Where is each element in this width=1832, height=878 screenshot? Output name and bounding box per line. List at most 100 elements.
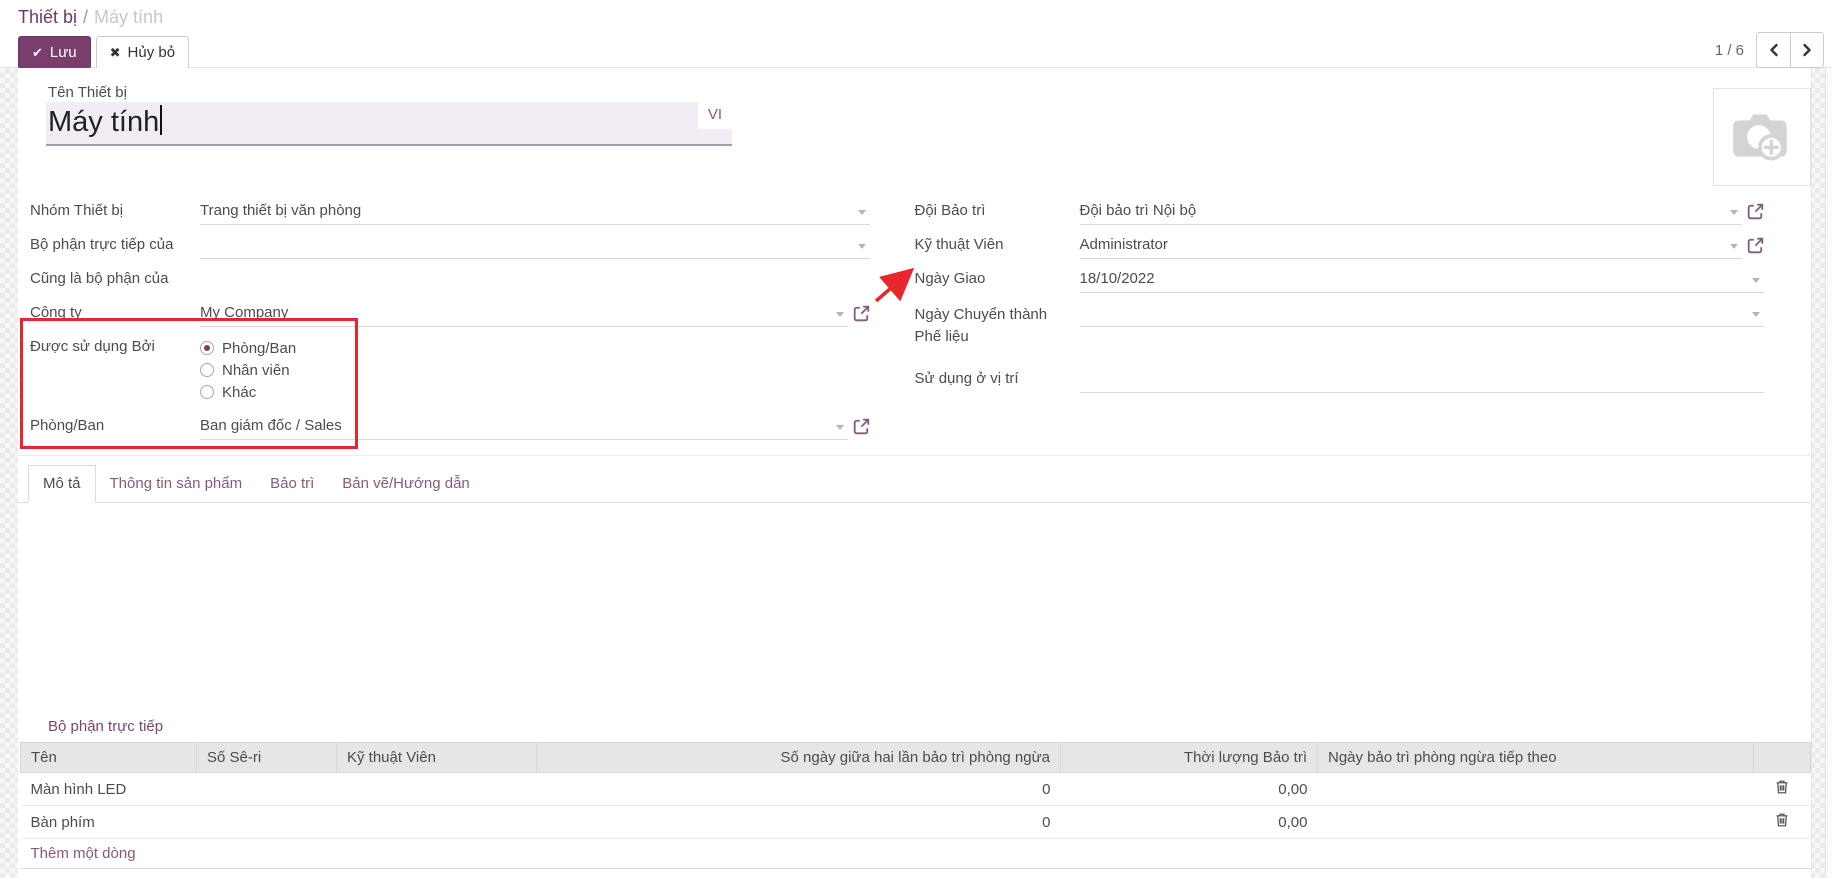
- dropdown-caret-icon[interactable]: [1752, 278, 1760, 283]
- cell-serial[interactable]: [196, 805, 337, 839]
- vertical-scrollbar[interactable]: [1825, 68, 1832, 878]
- cell-name[interactable]: Bàn phím: [20, 805, 197, 839]
- radio-option-other[interactable]: Khác: [200, 381, 296, 403]
- cell-technician[interactable]: [336, 772, 537, 806]
- trash-icon: [1776, 813, 1788, 827]
- field-row-used-by: Được sử dụng Bởi Phòng/Ban Nhân viên: [30, 330, 870, 403]
- cell-next-date[interactable]: [1317, 805, 1754, 839]
- field-label: Được sử dụng Bởi: [30, 338, 155, 355]
- column-header-actions: [1753, 742, 1811, 773]
- field-value: Ban giám đốc / Sales: [200, 417, 342, 434]
- dropdown-caret-icon[interactable]: [835, 312, 844, 317]
- discard-button[interactable]: ✖ Hủy bỏ: [95, 36, 190, 69]
- column-header-name[interactable]: Tên: [20, 742, 197, 773]
- dropdown-caret-icon[interactable]: [857, 210, 866, 215]
- tab-product-information[interactable]: Thông tin sản phẩm: [109, 475, 243, 492]
- field-row-equipment-category: Nhóm Thiết bị Trang thiết bị văn phòng: [30, 194, 870, 228]
- control-panel: Thiết bị / Máy tính ✔ Lưu ✖ Hủy bỏ 1 / 6: [0, 0, 1832, 69]
- dropdown-caret-icon[interactable]: [1730, 244, 1738, 249]
- field-label: Sử dụng ở vị trí: [914, 370, 1019, 387]
- cell-name[interactable]: Màn hình LED: [20, 772, 197, 806]
- radio-unselected-icon[interactable]: [200, 385, 214, 399]
- cell-days-between[interactable]: 0: [536, 805, 1061, 839]
- pager-next-button[interactable]: [1790, 33, 1823, 67]
- scrap-date-field[interactable]: [1079, 301, 1764, 327]
- equipment-category-field[interactable]: Trang thiết bị văn phòng: [200, 199, 870, 225]
- equipment-photo-upload[interactable]: [1713, 88, 1811, 186]
- column-header-technician[interactable]: Kỹ thuật Viên: [336, 742, 537, 773]
- chevron-right-icon: [1803, 43, 1811, 57]
- discard-button-label: Hủy bỏ: [127, 44, 176, 61]
- field-label: Phòng/Ban: [30, 417, 105, 434]
- field-value: My Company: [200, 304, 289, 321]
- form-view: Tên Thiết bị Máy tính VI Nhóm Thiết bị T…: [0, 68, 1832, 878]
- field-label: Đội Bảo trì: [914, 202, 986, 219]
- pager-previous-button[interactable]: [1757, 33, 1790, 67]
- breadcrumb-parent-link[interactable]: Thiết bị: [18, 7, 78, 27]
- save-button[interactable]: ✔ Lưu: [18, 36, 91, 69]
- table-row: Màn hình LED 0 0,00: [20, 772, 1811, 806]
- radio-option-label: Khác: [222, 383, 257, 401]
- field-value: 18/10/2022: [1079, 270, 1155, 287]
- radio-selected-icon[interactable]: [200, 341, 214, 355]
- dropdown-caret-icon[interactable]: [1730, 210, 1738, 215]
- column-header-next-date[interactable]: Ngày bảo trì phòng ngừa tiếp theo: [1317, 742, 1754, 773]
- maintenance-team-field[interactable]: Đội bảo trì Nội bộ: [1079, 199, 1742, 225]
- dropdown-caret-icon[interactable]: [1752, 312, 1760, 317]
- technician-field[interactable]: Administrator: [1079, 233, 1742, 259]
- form-sheet: Tên Thiết bị Máy tính VI Nhóm Thiết bị T…: [18, 68, 1812, 878]
- section-divider: [18, 455, 1811, 456]
- table-row: Bàn phím 0 0,00: [20, 805, 1811, 839]
- assigned-date-field[interactable]: 18/10/2022: [1079, 267, 1764, 293]
- save-button-label: Lưu: [49, 44, 77, 61]
- field-value: Đội bảo trì Nội bộ: [1079, 202, 1197, 219]
- cell-duration[interactable]: 0,00: [1060, 772, 1318, 806]
- cell-days-between[interactable]: 0: [536, 772, 1061, 806]
- external-link-icon[interactable]: [1747, 203, 1764, 220]
- cell-next-date[interactable]: [1317, 772, 1754, 806]
- delete-row-button[interactable]: [1753, 805, 1811, 839]
- device-name-value: Máy tính: [48, 106, 160, 138]
- direct-part-of-field[interactable]: [200, 233, 870, 259]
- field-value: Trang thiết bị văn phòng: [200, 202, 362, 219]
- device-name-label: Tên Thiết bị: [48, 84, 127, 101]
- dropdown-caret-icon[interactable]: [857, 244, 866, 249]
- tab-drawings-instructions[interactable]: Bản vẽ/Hướng dẫn: [342, 475, 470, 492]
- field-row-assigned-date: Ngày Giao 18/10/2022: [915, 262, 1764, 296]
- text-cursor: [160, 105, 163, 135]
- delete-row-button[interactable]: [1753, 772, 1811, 806]
- cell-technician[interactable]: [336, 805, 537, 839]
- external-link-icon[interactable]: [853, 418, 870, 435]
- also-part-of-field[interactable]: [200, 267, 870, 293]
- radio-option-department[interactable]: Phòng/Ban: [200, 337, 296, 359]
- column-header-duration[interactable]: Thời lượng Bảo trì: [1060, 742, 1318, 773]
- table-header-row: Tên Số Sê-ri Kỹ thuật Viên Số ngày giữa …: [20, 742, 1811, 773]
- form-grid: Nhóm Thiết bị Trang thiết bị văn phòng B…: [18, 194, 1811, 443]
- field-label: Kỹ thuật Viên: [914, 236, 1004, 253]
- cell-duration[interactable]: 0,00: [1060, 805, 1318, 839]
- column-header-days-between[interactable]: Số ngày giữa hai lần bảo trì phòng ngừa: [536, 742, 1061, 773]
- components-table: Tên Số Sê-ri Kỹ thuật Viên Số ngày giữa …: [20, 742, 1811, 869]
- components-section-title: Bộ phận trực tiếp: [48, 718, 164, 735]
- camera-plus-icon: [1733, 114, 1787, 161]
- tab-description[interactable]: Mô tả: [28, 465, 96, 503]
- field-row-used-in-location: Sử dụng ở vị trí: [914, 362, 1764, 396]
- department-field[interactable]: Ban giám đốc / Sales: [200, 414, 848, 440]
- company-field[interactable]: My Company: [200, 301, 848, 327]
- field-row-direct-part-of: Bộ phận trực tiếp của: [30, 228, 870, 262]
- field-row-also-part-of: Cũng là bộ phận của: [30, 262, 870, 296]
- external-link-icon[interactable]: [1747, 237, 1764, 254]
- add-line-link[interactable]: Thêm một dòng: [20, 838, 1811, 869]
- tab-maintenance[interactable]: Bảo trì: [270, 475, 315, 492]
- used-in-location-field[interactable]: [1079, 367, 1764, 393]
- radio-option-employee[interactable]: Nhân viên: [200, 359, 296, 381]
- external-link-icon[interactable]: [853, 305, 870, 322]
- field-value: Administrator: [1079, 236, 1168, 253]
- language-badge[interactable]: VI: [697, 102, 732, 129]
- cell-serial[interactable]: [196, 772, 337, 806]
- column-header-serial[interactable]: Số Sê-ri: [196, 742, 337, 773]
- dropdown-caret-icon[interactable]: [835, 425, 844, 430]
- radio-unselected-icon[interactable]: [200, 363, 214, 377]
- breadcrumb-current: Máy tính: [94, 7, 164, 27]
- device-name-input[interactable]: Máy tính VI: [46, 102, 732, 146]
